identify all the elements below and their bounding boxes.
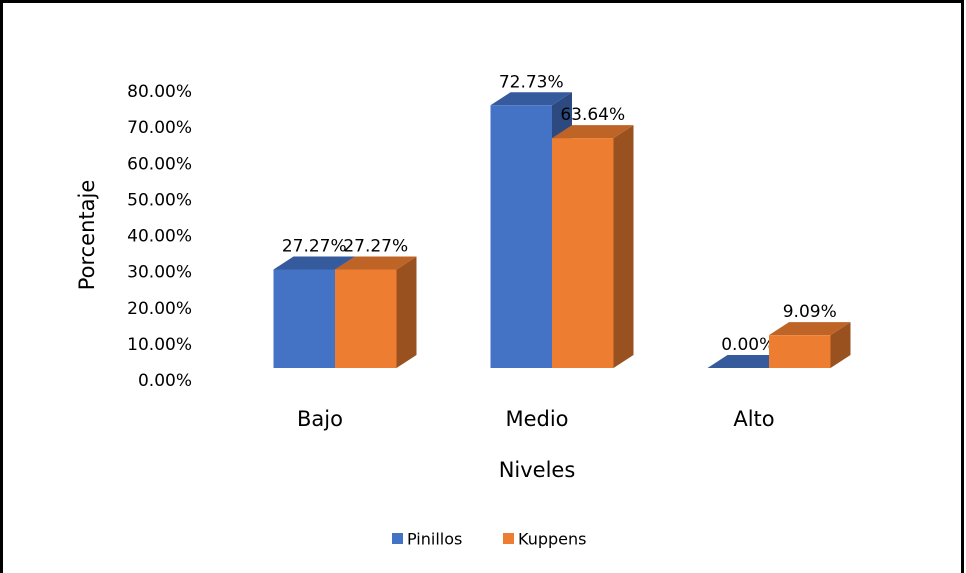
y-tick-label: 30.00%	[127, 263, 192, 283]
bar-front	[273, 269, 335, 368]
value-label: 72.73%	[499, 72, 564, 92]
legend-label: Kuppens	[518, 530, 586, 549]
y-tick-label: 0.00%	[138, 371, 192, 391]
x-tick-label: Alto	[733, 407, 774, 431]
y-tick-label: 70.00%	[127, 118, 192, 138]
y-tick-label: 10.00%	[127, 335, 192, 355]
bar	[769, 322, 851, 368]
bar	[335, 256, 417, 368]
x-tick-label: Bajo	[297, 407, 343, 431]
bar-side	[830, 322, 851, 368]
bar-front	[335, 269, 397, 368]
legend-swatch	[503, 533, 514, 544]
bar-front	[769, 335, 831, 368]
value-label: 27.27%	[282, 236, 347, 256]
bar-side	[396, 256, 417, 368]
legend-label: Pinillos	[407, 530, 462, 549]
bar	[707, 355, 789, 368]
y-axis-title: Porcentaje	[75, 180, 99, 291]
bar-top	[273, 256, 355, 270]
y-tick-label: 80.00%	[127, 82, 192, 102]
bar	[552, 125, 634, 369]
x-tick-label: Medio	[505, 407, 568, 431]
y-tick-label: 50.00%	[127, 190, 192, 210]
bar-top	[490, 92, 572, 106]
bar-top	[552, 125, 634, 139]
x-axis-title: Niveles	[499, 458, 576, 482]
value-label: 27.27%	[343, 236, 408, 256]
value-label: 63.64%	[560, 105, 625, 125]
bar-front	[490, 105, 552, 368]
legend-swatch	[392, 533, 403, 544]
bar-top	[707, 355, 789, 368]
value-label: 0.00%	[721, 335, 775, 355]
y-tick-label: 40.00%	[127, 227, 192, 247]
bar-front	[552, 138, 614, 368]
y-tick-label: 60.00%	[127, 154, 192, 174]
bar-top	[335, 256, 417, 270]
value-label: 9.09%	[783, 302, 837, 322]
bar-side	[613, 125, 634, 369]
y-tick-label: 20.00%	[127, 299, 192, 319]
bar-top	[769, 322, 851, 336]
